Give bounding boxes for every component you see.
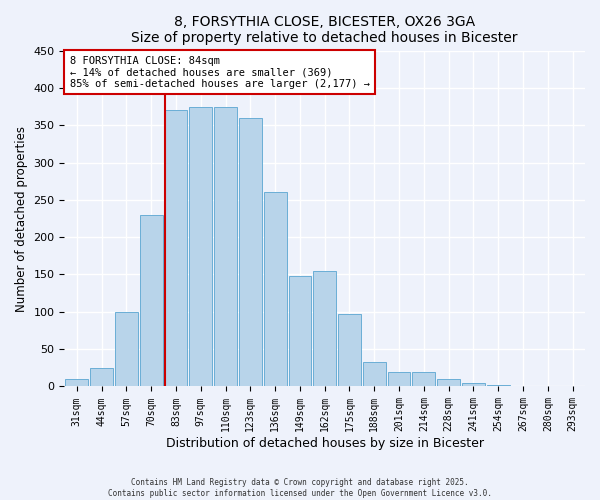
Bar	[190, 106, 212, 386]
Bar	[65, 379, 88, 386]
Bar	[239, 118, 262, 386]
Title: 8, FORSYTHIA CLOSE, BICESTER, OX26 3GA
Size of property relative to detached hou: 8, FORSYTHIA CLOSE, BICESTER, OX26 3GA S…	[131, 15, 518, 45]
Bar	[487, 385, 509, 386]
Bar	[289, 276, 311, 386]
Bar	[462, 382, 485, 386]
Bar	[437, 379, 460, 386]
Y-axis label: Number of detached properties: Number of detached properties	[15, 126, 28, 312]
Bar	[90, 368, 113, 386]
Text: Contains HM Land Registry data © Crown copyright and database right 2025.
Contai: Contains HM Land Registry data © Crown c…	[108, 478, 492, 498]
X-axis label: Distribution of detached houses by size in Bicester: Distribution of detached houses by size …	[166, 437, 484, 450]
Bar	[115, 312, 138, 386]
Text: 8 FORSYTHIA CLOSE: 84sqm
← 14% of detached houses are smaller (369)
85% of semi-: 8 FORSYTHIA CLOSE: 84sqm ← 14% of detach…	[70, 56, 370, 89]
Bar	[363, 362, 386, 386]
Bar	[164, 110, 187, 386]
Bar	[412, 372, 435, 386]
Bar	[264, 192, 287, 386]
Bar	[338, 314, 361, 386]
Bar	[214, 106, 237, 386]
Bar	[140, 215, 163, 386]
Bar	[388, 372, 410, 386]
Bar	[313, 271, 336, 386]
